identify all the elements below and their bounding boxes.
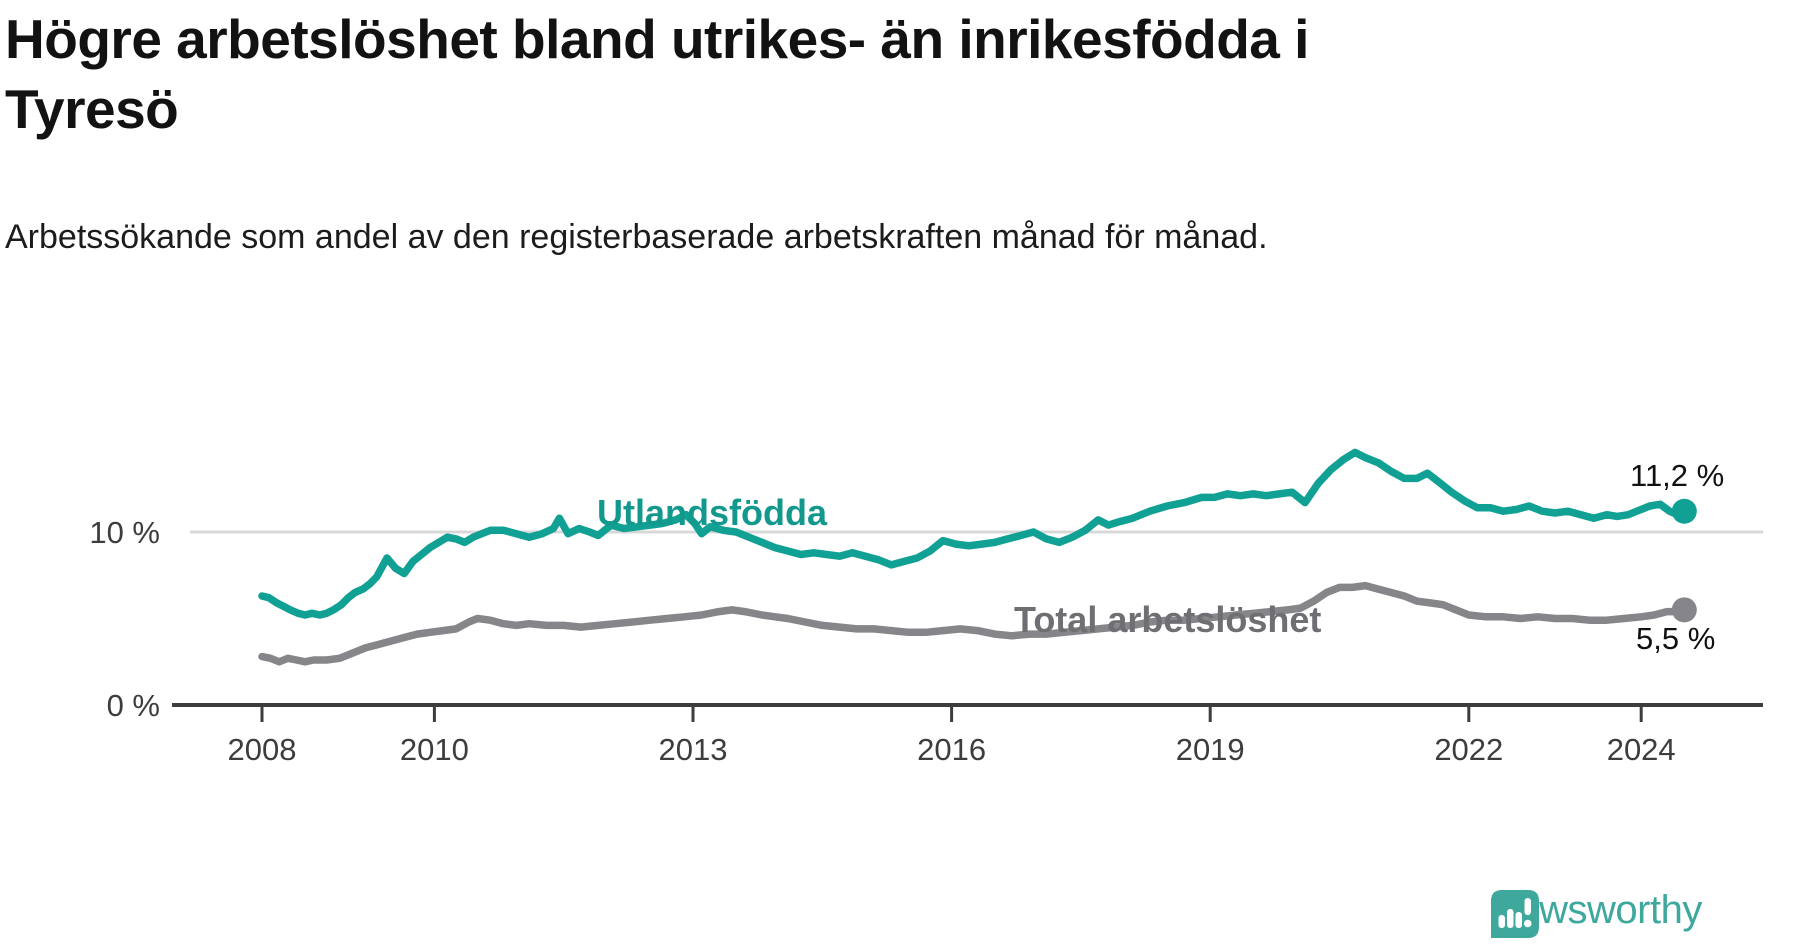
series-end-dot-utlandsfodda [1671,498,1697,524]
end-value-total-arbetsloshet: 5,5 % [1636,621,1716,656]
newsworthy-logo: Newsworthy [1489,888,1702,938]
series-line-utlandsfodda [258,448,1689,619]
series-line-total-arbetsloshet [258,581,1689,666]
series-label-utlandsfodda: Utlandsfödda [597,492,827,533]
series-end-dot-total-arbetsloshet [1671,597,1697,623]
x-tick-label-2013: 2013 [659,732,728,767]
page-title-line-2: Tyresö [5,78,179,141]
y-tick-label-0: 0 % [107,688,160,723]
page-title: Högre arbetslöshet bland utrikes- än inr… [5,4,1565,145]
page-title-line-1: Högre arbetslöshet bland utrikes- än inr… [5,8,1309,70]
series-label-total-arbetsloshet: Total arbetslöshet [1014,599,1322,640]
end-value-utlandsfodda: 11,2 % [1630,458,1725,493]
x-tick-label-2019: 2019 [1176,732,1245,767]
y-tick-label-10: 10 % [89,515,160,550]
x-tick-label-2010: 2010 [400,732,469,767]
x-tick-label-2016: 2016 [917,732,986,767]
x-tick-label-2024: 2024 [1607,732,1676,767]
x-tick-label-2022: 2022 [1434,732,1503,767]
x-tick-label-2008: 2008 [228,732,297,767]
newsworthy-badge-icon [1491,890,1539,938]
chart-subtitle: Arbetssökande som andel av den registerb… [5,218,1268,256]
